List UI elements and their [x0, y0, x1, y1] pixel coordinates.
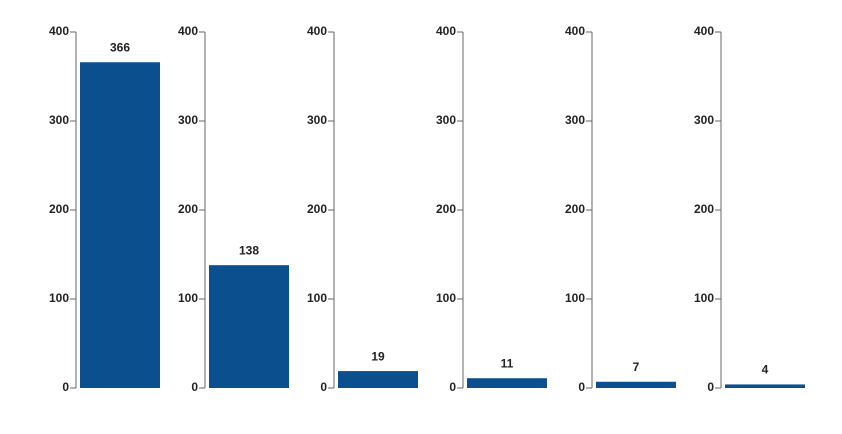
- bar: [209, 265, 289, 388]
- y-tick-label: 200: [694, 202, 714, 216]
- y-tick-label: 100: [436, 291, 456, 305]
- y-tick-label: 100: [694, 291, 714, 305]
- value-label: 138: [239, 243, 259, 257]
- y-tick-label: 400: [436, 24, 456, 38]
- value-label: 4: [762, 363, 769, 377]
- y-tick-label: 300: [178, 113, 198, 127]
- y-tick-label: 300: [694, 113, 714, 127]
- y-tick-label: 0: [578, 380, 585, 394]
- bar: [596, 381, 676, 388]
- y-tick-label: 100: [49, 291, 69, 305]
- y-tick-label: 200: [49, 202, 69, 216]
- y-tick-label: 0: [62, 380, 69, 394]
- y-tick-label: 200: [436, 202, 456, 216]
- y-tick-label: 100: [178, 291, 198, 305]
- y-tick-label: 0: [191, 380, 198, 394]
- y-tick-label: 0: [707, 380, 714, 394]
- y-tick-label: 100: [307, 291, 327, 305]
- y-tick-label: 100: [565, 291, 585, 305]
- bar: [725, 384, 805, 388]
- value-label: 19: [371, 349, 385, 363]
- bar: [80, 62, 160, 388]
- y-tick-label: 400: [694, 24, 714, 38]
- bar: [338, 371, 418, 388]
- y-tick-label: 200: [307, 202, 327, 216]
- value-label: 7: [633, 360, 640, 374]
- y-tick-label: 200: [178, 202, 198, 216]
- value-label: 366: [110, 40, 130, 54]
- y-tick-label: 300: [436, 113, 456, 127]
- y-tick-label: 0: [320, 380, 327, 394]
- y-tick-label: 400: [178, 24, 198, 38]
- y-tick-label: 400: [307, 24, 327, 38]
- value-label: 11: [501, 356, 514, 370]
- bar: [467, 378, 547, 388]
- y-tick-label: 300: [307, 113, 327, 127]
- y-tick-label: 200: [565, 202, 585, 216]
- y-tick-label: 300: [565, 113, 585, 127]
- y-tick-label: 300: [49, 113, 69, 127]
- y-tick-label: 400: [49, 24, 69, 38]
- y-tick-label: 0: [449, 380, 456, 394]
- y-tick-label: 400: [565, 24, 585, 38]
